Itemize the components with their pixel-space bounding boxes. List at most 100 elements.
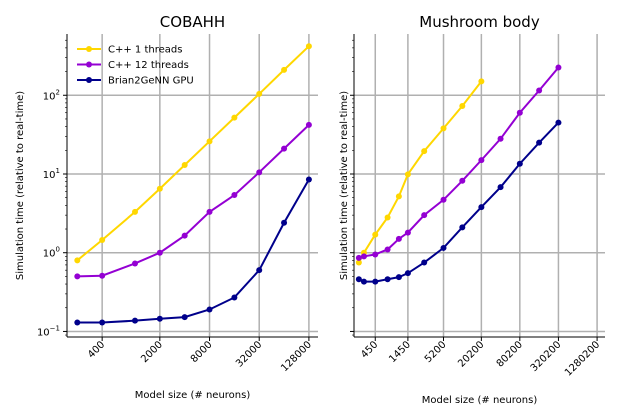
chart-panel-2: 450 1450 5200 20200 80200 320200 1280200 Mushro…	[339, 13, 605, 406]
y-axis-label: Simulation time (relative to real-time)	[339, 91, 350, 280]
data-point	[206, 138, 213, 145]
chart-panel-1: 10−1 100 101 102 400 2000 8000 32000 128000 COBAH…	[15, 13, 318, 401]
legend-marker	[86, 61, 92, 68]
chart-title: Mushroom body	[419, 13, 540, 31]
data-point	[536, 139, 543, 146]
x-tick-label: 8000	[189, 339, 215, 365]
data-point	[156, 315, 163, 322]
y-tick-label: 101	[43, 167, 60, 181]
data-point	[395, 274, 402, 281]
data-point	[131, 317, 138, 324]
legend-label: C++ 12 threads	[108, 60, 189, 71]
data-point	[256, 90, 263, 97]
legend-marker	[86, 46, 92, 52]
data-point	[459, 103, 466, 110]
y-axis-label: Simulation time (relative to real-time)	[15, 91, 26, 280]
data-point	[372, 231, 379, 238]
data-point	[555, 119, 562, 126]
series-line-2	[77, 124, 310, 278]
data-point	[355, 254, 362, 261]
data-point	[516, 160, 523, 167]
data-point	[478, 157, 485, 164]
data-point	[360, 253, 367, 260]
y-tick-label: 100	[43, 246, 60, 260]
data-point	[555, 64, 562, 71]
data-point	[497, 184, 504, 191]
x-tick-label: 450	[359, 339, 380, 360]
data-point	[74, 257, 81, 264]
data-point	[372, 278, 379, 285]
x-tick-label: 32000	[234, 339, 264, 369]
x-tick-label: 20200	[456, 339, 486, 369]
data-point	[459, 177, 466, 184]
data-point	[440, 125, 447, 132]
data-point	[395, 235, 402, 242]
data-point	[440, 196, 447, 203]
x-axis-label: Model size (# neurons)	[135, 390, 251, 401]
data-point	[421, 148, 428, 155]
data-point	[99, 272, 106, 279]
data-point	[305, 121, 312, 128]
data-point	[372, 251, 379, 258]
data-point	[256, 267, 263, 274]
series-line-1	[357, 80, 483, 264]
x-tick-label: 400	[86, 339, 107, 360]
data-point	[305, 176, 312, 183]
data-point	[181, 162, 188, 169]
x-tick-label: 80200	[495, 339, 525, 369]
data-point	[384, 214, 391, 221]
data-point	[305, 43, 312, 50]
data-point	[281, 219, 288, 226]
data-point	[99, 319, 106, 326]
data-point	[440, 244, 447, 251]
data-point	[459, 224, 466, 231]
data-point	[404, 270, 411, 277]
data-point	[355, 276, 362, 283]
data-point	[131, 260, 138, 267]
series-line-2	[358, 66, 560, 259]
data-point	[384, 246, 391, 253]
data-point	[181, 232, 188, 239]
chart-title: COBAHH	[160, 13, 225, 31]
data-point	[395, 193, 402, 200]
data-point	[536, 87, 543, 94]
data-point	[156, 249, 163, 256]
data-point	[384, 276, 391, 283]
data-point	[231, 114, 238, 121]
data-point	[131, 208, 138, 215]
data-point	[421, 259, 428, 266]
x-tick-label: 1280200	[563, 339, 602, 378]
data-point	[478, 204, 485, 211]
data-point	[404, 171, 411, 178]
data-point	[355, 259, 362, 266]
data-point	[74, 273, 81, 280]
x-tick-label: 2000	[139, 339, 165, 365]
y-tick-label: 102	[43, 88, 60, 102]
data-point	[516, 109, 523, 116]
x-axis-label: Model size (# neurons)	[422, 395, 538, 406]
legend-label: C++ 1 threads	[108, 45, 182, 56]
data-point	[231, 192, 238, 199]
data-point	[231, 294, 238, 301]
data-point	[421, 212, 428, 219]
series-line-1	[76, 45, 310, 262]
legend-label: Brian2GeNN GPU	[108, 76, 194, 87]
x-tick-label: 5200	[423, 339, 449, 365]
data-point	[206, 208, 213, 215]
data-point	[256, 169, 263, 176]
data-point	[360, 278, 367, 285]
series-line-3	[77, 179, 310, 324]
x-tick-label: 320200	[529, 339, 564, 374]
y-tick-label: 10−1	[37, 324, 60, 338]
data-point	[281, 66, 288, 73]
legend: C++ 1 threads C++ 12 threads Brian2GeNN GP…	[77, 45, 194, 87]
legend-marker	[86, 77, 92, 83]
x-tick-label: 128000	[279, 339, 314, 374]
data-point	[99, 237, 106, 244]
x-tick-label: 1450	[387, 339, 413, 365]
data-point	[156, 185, 163, 192]
series-line-3	[358, 121, 560, 283]
data-point	[281, 145, 288, 152]
data-point	[206, 306, 213, 313]
